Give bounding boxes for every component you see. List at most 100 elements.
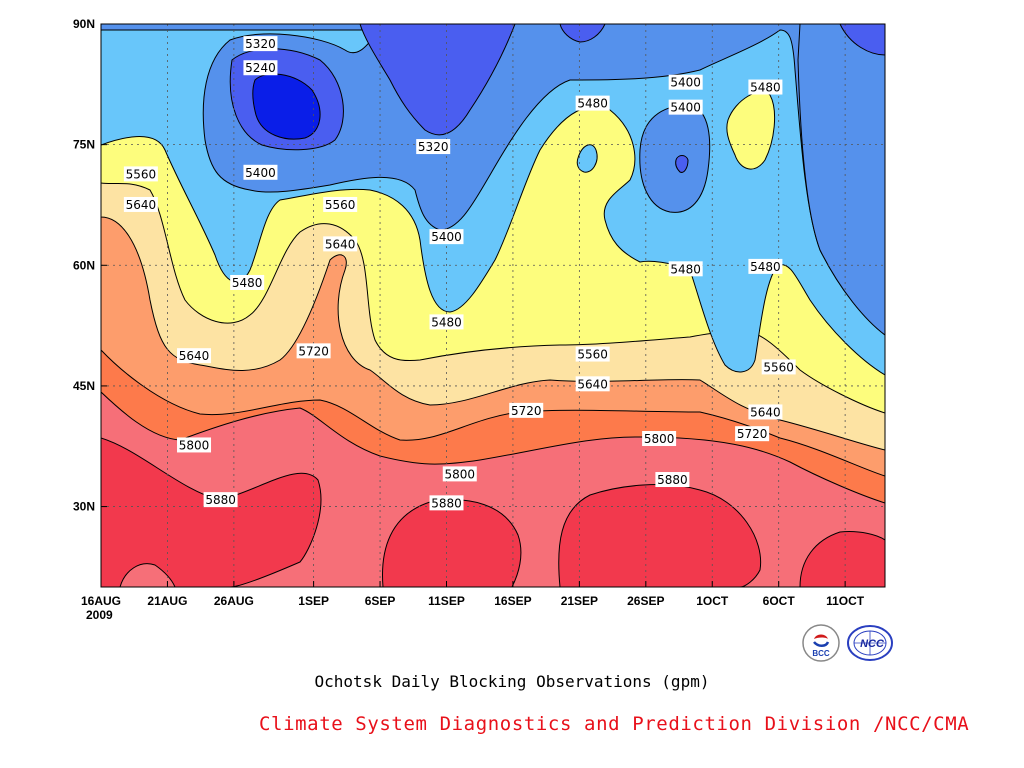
contour-label: 5880 <box>203 492 238 508</box>
contour-label-bg <box>668 261 703 277</box>
chart-title: Ochotsk Daily Blocking Observations (gpm… <box>314 672 710 691</box>
contour-label: 5800 <box>177 437 212 453</box>
band-5320-tail <box>797 24 885 336</box>
contour-label-bg <box>123 166 158 182</box>
contour-label-bg <box>296 343 331 359</box>
credit-line: Climate System Diagnostics and Predictio… <box>259 713 970 735</box>
contour-label-text: 5560 <box>126 167 157 181</box>
band-5240-5320-top <box>559 24 606 43</box>
contour-label-bg <box>230 274 265 290</box>
contour-label: 5560 <box>123 166 158 182</box>
band-5240-spot <box>675 155 689 173</box>
x-tick-label: 11SEP <box>428 594 465 608</box>
contour-label-bg <box>748 258 783 274</box>
contour-label-text: 5480 <box>232 276 263 290</box>
ncc-logo-icon: NCC <box>847 625 893 661</box>
contour-label-text: 5640 <box>179 349 210 363</box>
contour-label-bg <box>177 437 212 453</box>
contour-label-text: 5720 <box>737 427 768 441</box>
contour-label-text: 5480 <box>670 262 701 276</box>
contour-label: 5480 <box>230 274 265 290</box>
contour-label-text: 5400 <box>670 101 701 115</box>
contour-label-text: 5720 <box>298 344 329 358</box>
x-tick-label: 11OCT <box>826 594 865 608</box>
contour-label-text: 5880 <box>657 473 688 487</box>
band-above-5880-west-hole <box>119 563 176 587</box>
contour-label-bg <box>575 95 610 111</box>
contour-label: 5640 <box>575 376 610 392</box>
contour-label: 5480 <box>668 261 703 277</box>
contour-label: 5400 <box>243 164 278 180</box>
contour-label-bg <box>243 60 278 76</box>
contour-label-text: 5320 <box>245 37 276 51</box>
contour-label-bg <box>575 376 610 392</box>
contour-label-bg <box>323 196 358 212</box>
contour-label-text: 5400 <box>431 230 462 244</box>
contour-label-bg <box>655 472 690 488</box>
band-5480-blob-b <box>576 144 598 173</box>
x-tick-label: 21AUG <box>147 594 187 608</box>
contour-label: 5560 <box>575 346 610 362</box>
contour-label-text: 5400 <box>670 76 701 90</box>
contour-label: 5640 <box>123 196 158 212</box>
x-tick-label: 26SEP <box>627 594 664 608</box>
contour-label-text: 5480 <box>577 97 608 111</box>
contour-label: 5640 <box>323 236 358 252</box>
contour-label-text: 5640 <box>126 198 157 212</box>
x-axis-year-label: 2009 <box>86 608 113 622</box>
contour-label-text: 5400 <box>245 166 276 180</box>
y-tick-label: 30N <box>73 500 95 514</box>
band-above-5880-se <box>799 531 885 587</box>
x-tick-label: 1SEP <box>298 594 329 608</box>
contour-label-bg <box>429 495 464 511</box>
contour-label-text: 5480 <box>750 81 781 95</box>
contour-label-bg <box>668 74 703 90</box>
band-below-5240 <box>252 73 321 140</box>
contour-label-bg <box>416 139 451 155</box>
contour-label: 5400 <box>429 229 464 245</box>
y-axis: 90N 75N 60N 45N 30N <box>73 17 107 514</box>
contour-label: 5560 <box>761 359 796 375</box>
contour-label: 5400 <box>668 74 703 90</box>
contour-label-bg <box>748 79 783 95</box>
contour-label-text: 5320 <box>418 140 449 154</box>
contour-label: 5720 <box>509 402 544 418</box>
plot-frame <box>100 23 886 588</box>
x-tick-label: 6OCT <box>763 594 796 608</box>
contour-label: 5480 <box>575 95 610 111</box>
contour-label-bg <box>509 402 544 418</box>
band-above-5880-mid <box>382 499 522 587</box>
contour-label: 5240 <box>243 60 278 76</box>
contour-label-text: 5560 <box>763 360 794 374</box>
contour-label-bg <box>243 36 278 52</box>
contour-label-bg <box>123 196 158 212</box>
contour-label-bg <box>748 404 783 420</box>
contour-label-text: 5800 <box>179 438 210 452</box>
contour-label-text: 5480 <box>750 260 781 274</box>
contour-label-bg <box>203 492 238 508</box>
contour-label-text: 5240 <box>245 61 276 75</box>
contour-label: 5880 <box>429 495 464 511</box>
band-above-5880-west <box>101 437 322 587</box>
contour-label-text: 5880 <box>431 496 462 510</box>
band-5240-5320-ne <box>839 24 885 56</box>
contour-label: 5560 <box>323 196 358 212</box>
contour-labels: 5320 5240 5400 5560 5640 5480 5560 5640 5640 5720… <box>123 36 796 511</box>
contour-label: 5640 <box>748 404 783 420</box>
contour-label-bg <box>575 346 610 362</box>
contour-label-text: 5640 <box>577 377 608 391</box>
y-tick-label: 60N <box>73 258 95 272</box>
contour-label-bg <box>429 229 464 245</box>
x-tick-label: 26AUG <box>214 594 254 608</box>
x-tick-label: 6SEP <box>365 594 396 608</box>
contour-label: 5480 <box>429 314 464 330</box>
contour-label-text: 5800 <box>445 467 476 481</box>
contour-label: 5320 <box>416 139 451 155</box>
x-axis: 16AUG 21AUG 26AUG 1SEP 6SEP 11SEP 16SEP 21SEP 26… <box>81 581 865 608</box>
contour-label: 5800 <box>442 466 477 482</box>
contour-label-bg <box>177 348 212 364</box>
contour-label-bg <box>735 426 770 442</box>
contour-label-bg <box>243 164 278 180</box>
ncc-logo-text: NCC <box>860 638 885 650</box>
